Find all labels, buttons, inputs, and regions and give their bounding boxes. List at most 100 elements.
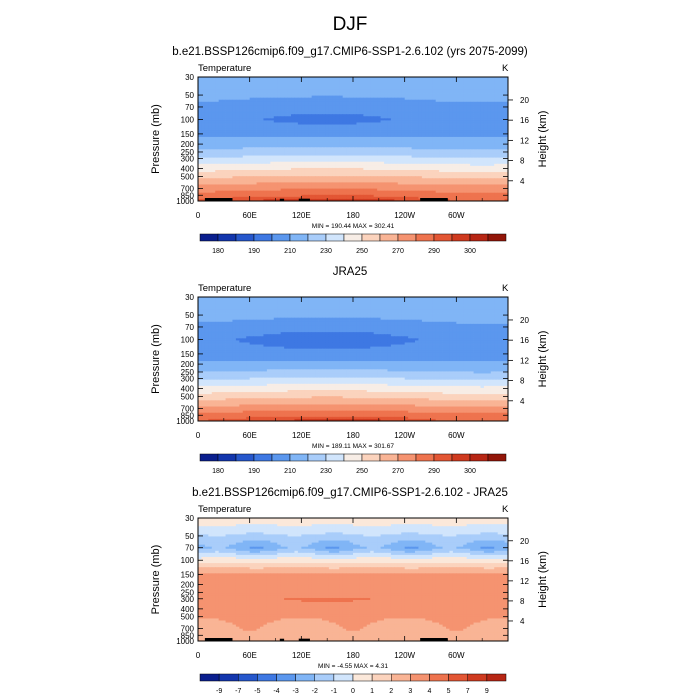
heatmap-cell	[480, 77, 485, 80]
heatmap-cell	[280, 132, 285, 136]
heatmap-cell	[459, 139, 464, 142]
heatmap-cell	[339, 83, 344, 86]
heatmap-cell	[318, 161, 323, 165]
heatmap-cell	[211, 99, 216, 103]
heatmap-cell	[277, 116, 282, 119]
heatmap-cell	[401, 95, 406, 99]
heatmap-cell	[215, 103, 220, 107]
heatmap-cell	[249, 112, 254, 115]
heatmap-cell	[421, 83, 426, 86]
heatmap-cell	[342, 120, 347, 123]
heatmap-cell	[260, 122, 264, 125]
heatmap-cell	[242, 81, 247, 84]
heatmap-cell	[435, 159, 440, 163]
heatmap-cell	[225, 180, 230, 183]
heatmap-cell	[363, 114, 368, 117]
heatmap-cell	[201, 108, 206, 111]
heatmap-cell	[470, 172, 474, 175]
heatmap-cell	[294, 190, 299, 194]
heatmap-cell	[239, 89, 244, 92]
heatmap-cell	[318, 190, 323, 194]
heatmap-cell	[480, 108, 485, 111]
heatmap-cell	[404, 118, 409, 121]
heatmap-cell	[215, 182, 220, 185]
heatmap-cell	[501, 110, 505, 113]
heatmap-cell	[404, 93, 409, 96]
heatmap-cell	[425, 99, 430, 103]
heatmap-cell	[287, 79, 292, 82]
heatmap-cell	[242, 126, 247, 130]
heatmap-cell	[370, 184, 375, 187]
heatmap-cell	[235, 132, 240, 136]
heatmap-cell	[301, 149, 306, 152]
heatmap-cell	[483, 136, 488, 140]
heatmap-cell	[332, 103, 337, 107]
heatmap-cell	[442, 161, 447, 165]
heatmap-cell	[377, 143, 381, 146]
heatmap-cell	[332, 97, 337, 101]
heatmap-cell	[239, 91, 244, 94]
heatmap-cell	[470, 108, 474, 111]
heatmap-cell	[335, 79, 340, 82]
heatmap-cell	[332, 79, 337, 82]
heatmap-cell	[280, 122, 285, 125]
heatmap-cell	[308, 186, 313, 189]
heatmap-cell	[342, 161, 347, 165]
heatmap-cell	[463, 128, 468, 132]
heatmap-cell	[325, 139, 330, 142]
heatmap-cell	[487, 143, 492, 146]
heatmap-cell	[301, 161, 306, 165]
heatmap-cell	[435, 112, 440, 115]
heatmap-cell	[359, 157, 364, 161]
heatmap-cell	[253, 147, 257, 150]
heatmap-cell	[370, 180, 375, 183]
heatmap-cell	[208, 93, 213, 96]
heatmap-cell	[452, 79, 457, 82]
heatmap-cell	[304, 124, 309, 127]
heatmap-cell	[284, 186, 288, 189]
heatmap-cell	[308, 103, 313, 107]
heatmap-cell	[363, 182, 368, 185]
heatmap-cell	[452, 147, 457, 150]
heatmap-cell	[435, 141, 440, 144]
heatmap-cell	[418, 176, 423, 179]
heatmap-cell	[425, 110, 430, 113]
heatmap-cell	[332, 141, 337, 144]
heatmap-cell	[270, 116, 275, 119]
heatmap-cell	[260, 126, 264, 130]
heatmap-cell	[366, 87, 371, 90]
heatmap-cell	[266, 83, 271, 86]
heatmap-cell	[363, 178, 368, 181]
heatmap-cell	[301, 103, 306, 107]
heatmap-cell	[201, 161, 206, 165]
heatmap-cell	[380, 124, 385, 127]
heatmap-cell	[411, 149, 416, 152]
heatmap-cell	[346, 128, 350, 132]
heatmap-cell	[308, 118, 313, 121]
heatmap-cell	[318, 188, 323, 192]
heatmap-cell	[504, 186, 509, 189]
heatmap-cell	[242, 77, 247, 80]
heatmap-cell	[346, 170, 350, 173]
heatmap-cell	[452, 89, 457, 92]
heatmap-cell	[394, 116, 399, 119]
heatmap-cell	[222, 153, 226, 156]
heatmap-cell	[501, 83, 505, 86]
heatmap-cell	[270, 167, 275, 171]
heatmap-cell	[373, 126, 378, 130]
heatmap-cell	[342, 186, 347, 189]
heatmap-cell	[284, 87, 288, 90]
heatmap-cell	[232, 85, 237, 88]
heatmap-cell	[242, 178, 247, 181]
heatmap-cell	[415, 180, 419, 183]
heatmap-cell	[328, 184, 333, 187]
heatmap-cell	[346, 87, 350, 90]
heatmap-cell	[318, 157, 323, 161]
heatmap-cell	[304, 130, 309, 134]
heatmap-cell	[377, 147, 381, 150]
heatmap-cell	[363, 147, 368, 150]
heatmap-cell	[339, 143, 344, 146]
heatmap-cell	[435, 134, 440, 138]
heatmap-cell	[442, 97, 447, 101]
heatmap-cell	[477, 83, 481, 86]
